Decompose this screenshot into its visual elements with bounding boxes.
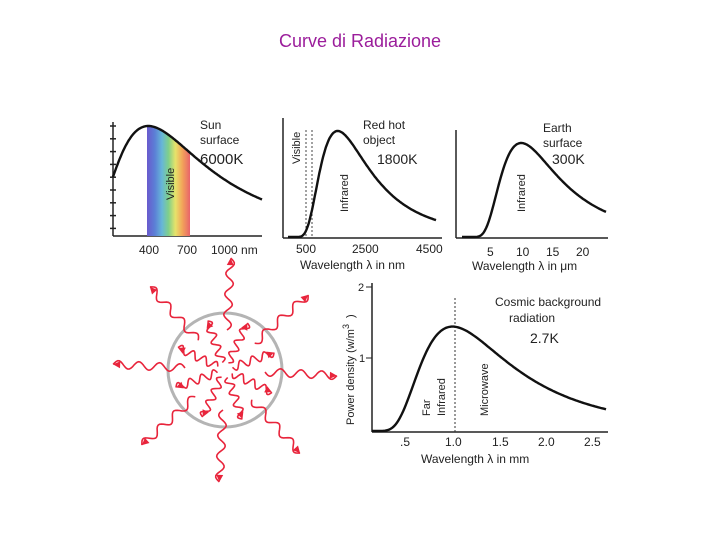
cmb-curve — [372, 325, 607, 433]
sphere-outline — [166, 311, 284, 429]
redhot-label-line2: object — [363, 133, 396, 147]
ray-arrowhead — [202, 409, 209, 417]
ray-arrowhead — [113, 361, 121, 369]
sun-panel: Visible Sun surface 6000K 400 700 1000 n… — [110, 118, 263, 257]
earth-x-axis-label: Wavelength λ in μm — [472, 259, 577, 273]
radiation-ray — [214, 409, 228, 483]
radiation-ray — [112, 359, 186, 373]
ray-arrowhead — [264, 386, 272, 393]
radiation-ray — [175, 369, 219, 389]
earth-x-tick: 20 — [576, 245, 590, 259]
sun-temperature: 6000K — [200, 151, 243, 168]
redhot-label-line1: Red hot — [363, 118, 406, 132]
cmb-temperature: 2.7K — [530, 330, 559, 346]
ray-arrowhead — [236, 411, 244, 419]
sun-x-tick: 1000 nm — [211, 243, 258, 257]
earth-label-line1: Earth — [543, 121, 572, 135]
earth-curve — [462, 141, 607, 239]
sun-label-line2: surface — [200, 133, 240, 147]
cmb-y-tick: 2 — [358, 282, 364, 294]
cmb-panel: 1 2 Far Infrared Microwave Cosmic backgr… — [341, 282, 608, 466]
redhot-x-tick: 500 — [296, 242, 316, 256]
cmb-x-tick: 2.5 — [584, 435, 601, 449]
sun-visible-label: Visible — [165, 168, 177, 200]
ray-arrowhead — [216, 474, 224, 482]
ray-arrowhead — [266, 351, 274, 359]
radiation-rays — [112, 257, 338, 483]
redhot-x-tick: 4500 — [416, 242, 443, 256]
sun-label-line1: Sun — [200, 118, 221, 132]
cmb-far-label: Far — [421, 399, 433, 416]
cmb-y-axis-label: Power density (w/m3) — [341, 314, 357, 425]
ray-arrowhead — [300, 294, 309, 303]
redhot-infrared-label: Infrared — [339, 174, 351, 212]
cmb-x-tick: 1.0 — [445, 435, 462, 449]
earth-label-line2: surface — [543, 136, 583, 150]
ray-arrowhead — [206, 321, 214, 329]
earth-x-tick: 10 — [516, 245, 530, 259]
radiation-ray — [254, 294, 309, 345]
redhot-x-axis-label: Wavelength λ in nm — [300, 258, 405, 272]
sun-x-tick: 400 — [139, 243, 159, 257]
sun-x-tick: 700 — [177, 243, 197, 257]
earth-x-tick: 5 — [487, 245, 494, 259]
ray-arrowhead — [176, 381, 184, 389]
radiation-ray — [222, 257, 236, 331]
sun-curve — [111, 124, 263, 201]
radiation-ray — [149, 286, 200, 341]
cmb-label-line1: Cosmic background — [495, 295, 601, 309]
radiation-ray — [177, 344, 219, 368]
cmb-x-tick: .5 — [400, 435, 410, 449]
ray-arrowhead — [178, 347, 186, 354]
ray-arrowhead — [292, 445, 301, 454]
redhot-visible-label: Visible — [291, 132, 303, 164]
redhot-x-tick: 2500 — [352, 242, 379, 256]
cmb-x-axis-label: Wavelength λ in mm — [421, 452, 529, 466]
radiation-ray — [231, 372, 273, 396]
radiation-ray — [250, 399, 301, 454]
earth-x-tick: 15 — [546, 245, 560, 259]
radiation-ray — [199, 376, 223, 418]
radiation-ray — [227, 322, 251, 364]
cmb-infrared-label: Infrared — [436, 378, 448, 416]
radiation-ray — [141, 395, 196, 446]
earth-infrared-label: Infrared — [516, 174, 528, 212]
redhot-panel: Visible Infrared Red hot object 1800K 50… — [282, 118, 443, 272]
radiating-sphere-illustration — [112, 257, 338, 483]
radiation-ray — [206, 320, 226, 364]
cmb-y-tick: 1 — [359, 353, 365, 365]
radiation-ray — [224, 376, 244, 420]
cmb-microwave-label: Microwave — [479, 363, 491, 416]
redhot-curve — [288, 129, 437, 239]
ray-arrowhead — [329, 371, 337, 379]
radiation-ray — [264, 367, 338, 381]
page-title: Curve di Radiazione — [278, 31, 442, 51]
cmb-label-line2: radiation — [509, 311, 555, 325]
radiation-ray — [231, 351, 275, 371]
ray-arrowhead — [226, 258, 234, 266]
ray-arrowhead — [141, 437, 150, 446]
ray-arrowhead — [241, 323, 248, 331]
redhot-temperature: 1800K — [377, 151, 418, 167]
sun-y-ticks — [110, 125, 116, 230]
earth-temperature: 300K — [552, 151, 585, 167]
ray-arrowhead — [149, 286, 158, 295]
cmb-x-tick: 1.5 — [492, 435, 509, 449]
earth-panel: Infrared Earth surface 300K 5 10 15 20 W… — [455, 121, 608, 273]
cmb-x-tick: 2.0 — [538, 435, 555, 449]
